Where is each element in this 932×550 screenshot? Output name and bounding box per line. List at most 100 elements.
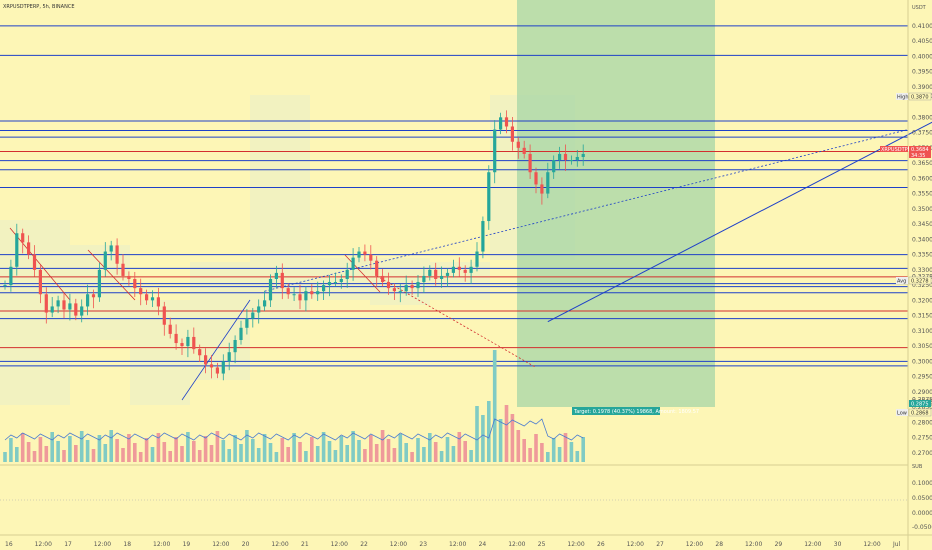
volume-bar [280,438,285,462]
price-tick-label: 0.3300 [912,267,932,274]
volume-bar [451,446,456,462]
candle-body [363,251,367,255]
volume-bar [339,436,344,462]
candle-body [546,172,550,194]
volume-bar [262,434,267,462]
volume-bar [404,443,408,462]
candle-body [463,269,467,273]
volume-bar [398,434,403,462]
candle-body [156,297,160,307]
trend-lines-layer [9,121,932,401]
volume-bar [144,438,149,462]
price-tick-label: 0.3050 [912,343,932,350]
volume-bar [115,439,119,462]
volume-bar [74,445,78,462]
time-tick-label: 20 [242,541,250,548]
candle-body [316,291,320,295]
time-tick-label: 12:00 [212,541,229,548]
price-tick-label: 0.4000 [912,53,932,60]
volume-bar [251,439,255,462]
volume-bar [180,446,184,462]
candle-body [322,285,326,292]
candle-body [32,254,37,270]
time-tick-label: 12:00 [686,541,703,548]
last-price-box [909,146,931,158]
candle-body [327,282,332,286]
volume-bar [422,447,426,462]
volume-bar [56,441,60,462]
volume-bar [186,432,190,462]
volume-bar [457,432,462,462]
candle-body [86,294,90,307]
price-tick-label: 0.3900 [912,84,932,91]
candle-body [280,272,284,289]
volume-bar [150,447,155,462]
volume-bar [498,419,503,462]
price-tick-label: 0.3350 [912,252,932,259]
candle-body [522,147,526,154]
volume-bar [91,449,96,462]
target-price-value: 0.2875 [911,402,929,408]
candle-body [44,294,48,313]
price-tick-label: 0.3600 [912,175,932,182]
trend-line [547,121,932,323]
price-tick-label: 0.4100 [912,23,932,30]
last-price-symbol: XRPUSDTPERP [881,147,917,153]
dotted-line-down [376,275,537,368]
candles-layer [3,110,585,381]
red-trend-1 [9,227,71,301]
candle-body [133,278,137,289]
volume-bar [233,435,237,462]
candle-body [74,303,78,316]
volume-bar [192,441,196,462]
volume-bar [292,433,296,462]
tag-value: 0.2868 [911,411,929,417]
currency-label: USDT [912,5,927,11]
volume-bar [162,442,167,462]
sub-tick-label: -0.0500 [912,524,932,531]
candle-body [257,306,261,313]
candle-body [445,272,450,276]
candle-body [9,266,13,286]
candle-body [198,349,202,356]
price-tick-label: 0.2875 [912,396,932,403]
volume-bar [492,350,497,462]
range-zone-0 [0,220,70,405]
candle-body [239,327,243,340]
time-tick-label: 22 [360,541,368,548]
candle-body [558,153,562,161]
price-tick-label: 0.3250 [912,282,932,289]
time-tick-label: 26 [597,541,605,548]
candle-body [139,288,143,295]
candle-body [469,266,473,273]
volume-bar [546,452,550,462]
volume-bar [227,449,231,462]
candle-body [351,257,355,270]
price-tick-label: 0.3100 [912,328,932,335]
time-tick-label: 29 [775,541,783,548]
volume-bar [168,451,172,462]
volume-bar [138,452,143,462]
candle-body [381,275,385,283]
tag-value-box [908,408,932,417]
volume-bar [274,452,279,462]
volume-bar [245,430,249,462]
volume-bar [386,439,391,462]
candle-body [103,251,107,270]
volume-bar [557,447,562,462]
volume-bar [203,436,208,462]
volume-bar [428,433,432,462]
volume-bar [392,448,397,462]
price-tick-label: 0.2800 [912,419,932,426]
candle-body [375,260,379,276]
volume-bar [121,448,125,462]
time-axis[interactable]: 16 12:00 17 12:00 18 12:00 19 12:00 20 12:00 21 12:… [5,541,901,548]
candle-body [127,275,131,279]
volume-bar [439,451,444,462]
volume-bar [463,441,467,462]
volume-bar [315,446,320,462]
candle-body [115,245,119,264]
candle-body [221,361,225,374]
